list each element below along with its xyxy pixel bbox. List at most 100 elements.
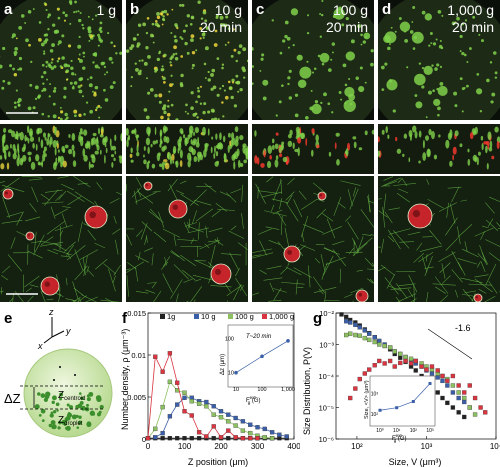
g-ytick-label: 10⁻² — [319, 309, 334, 318]
f-ytick-label: 0.015 — [127, 309, 146, 318]
f-points — [145, 351, 289, 441]
f-inset-title: T~20 min — [246, 334, 272, 340]
micrograph-c-row3 — [252, 176, 374, 302]
droplet-dot — [43, 397, 48, 402]
g-axes: 10² 10³ 10⁴ 10⁻⁶ 10⁻⁵ 10⁻⁴ 10⁻³ 10⁻² — [318, 309, 500, 451]
micrograph-c-row2 — [252, 124, 374, 174]
micrograph-b-row1: b 10 g 20 min — [126, 0, 248, 120]
micrograph-b-row2 — [126, 124, 248, 174]
f-point — [196, 430, 202, 435]
f-point — [153, 354, 158, 359]
g-inset-point — [395, 406, 399, 410]
droplet-dot — [91, 412, 96, 416]
g-ytick-label: 10⁻³ — [319, 341, 334, 350]
g-inset-point — [428, 382, 432, 386]
g-inset-xtick: 10¹ — [393, 428, 401, 434]
droplet-dot — [78, 392, 82, 395]
g-point — [357, 333, 362, 338]
time-label: 20 min — [199, 19, 242, 35]
z-droplet-label: Zdroplet — [58, 415, 83, 427]
g-point — [440, 395, 445, 401]
g-point — [372, 339, 377, 345]
g-point — [483, 410, 488, 415]
micrograph-d-row3 — [378, 176, 500, 302]
panel-a-label: a — [4, 1, 13, 18]
red-droplet — [40, 276, 60, 296]
condition-label-b: 10 g 20 min — [200, 2, 242, 36]
droplet-dot — [57, 426, 61, 430]
g-point — [429, 364, 435, 369]
f-point — [189, 399, 194, 404]
droplet-dot — [75, 414, 79, 418]
g-point — [478, 405, 483, 410]
f-point — [196, 401, 202, 406]
panel-e-label: e — [4, 310, 12, 327]
g-inset-point — [411, 400, 415, 404]
droplet-dot — [56, 409, 59, 412]
g-force-label: 100 g — [332, 2, 368, 18]
g-point — [472, 412, 478, 417]
f-inset-xtick: 100 — [257, 387, 266, 393]
g-point — [353, 332, 358, 338]
g-point — [344, 332, 349, 338]
g-point — [362, 335, 368, 341]
f-xtick-label: 400 — [287, 442, 300, 451]
g-point — [462, 390, 467, 395]
g-xtick-label: 10³ — [421, 442, 433, 451]
f-point — [189, 436, 194, 441]
droplet-dot — [55, 402, 60, 407]
g-point — [367, 337, 372, 343]
g-inset-ytick: 10³ — [371, 391, 379, 397]
g-point — [456, 383, 461, 388]
g-point — [450, 405, 456, 410]
red-droplet — [25, 231, 35, 241]
g-point — [344, 319, 349, 324]
g-point — [472, 395, 478, 401]
f-xtick-label: 200 — [214, 442, 228, 451]
g-point — [467, 405, 472, 410]
droplet-dot — [59, 397, 63, 401]
g-point — [408, 361, 414, 366]
g-point — [348, 395, 353, 401]
droplet-dot — [97, 412, 101, 417]
f-point — [226, 428, 231, 433]
g-point — [377, 358, 382, 364]
f-point — [226, 419, 231, 424]
g-point — [398, 360, 403, 366]
micrograph-d-row1: d 1,000 g 20 min — [378, 0, 500, 120]
droplet-dot — [66, 403, 70, 407]
droplet-dot — [74, 374, 76, 376]
time-label: 20 min — [325, 19, 368, 35]
g-point — [348, 320, 353, 325]
droplet-dot — [95, 395, 102, 401]
f-ytick-label: 0 — [142, 435, 146, 444]
g-point — [377, 342, 382, 347]
f-point — [269, 436, 275, 441]
micrograph-b-row3 — [126, 176, 248, 302]
f-legend: 1g 10 g 100 g 1,000 g — [160, 312, 294, 321]
droplet-dot — [99, 404, 104, 410]
droplet-dot — [40, 393, 46, 398]
f-point — [248, 430, 253, 436]
g-point — [344, 314, 349, 320]
f-point — [160, 436, 165, 441]
droplet-dots — [34, 366, 104, 431]
delta-z-label: ΔZ — [4, 391, 21, 406]
droplet-dot — [88, 391, 94, 397]
g-point — [462, 395, 467, 401]
f-point — [182, 390, 187, 395]
f-inset-ytick: 100 — [225, 336, 234, 342]
droplet-dot — [63, 423, 67, 427]
f-point — [175, 402, 180, 407]
f-point — [269, 430, 275, 435]
f-point — [226, 412, 231, 417]
f-xtick-label: 300 — [251, 442, 265, 451]
g-ytick-label: 10⁻⁴ — [318, 372, 334, 381]
droplet-dot — [76, 426, 80, 429]
f-point — [182, 409, 187, 414]
f-point — [167, 351, 173, 356]
micrograph-a-row2 — [0, 124, 122, 174]
f-point — [160, 369, 165, 374]
f-legend-label: 100 g — [235, 312, 254, 321]
f-legend-marker — [262, 314, 267, 319]
